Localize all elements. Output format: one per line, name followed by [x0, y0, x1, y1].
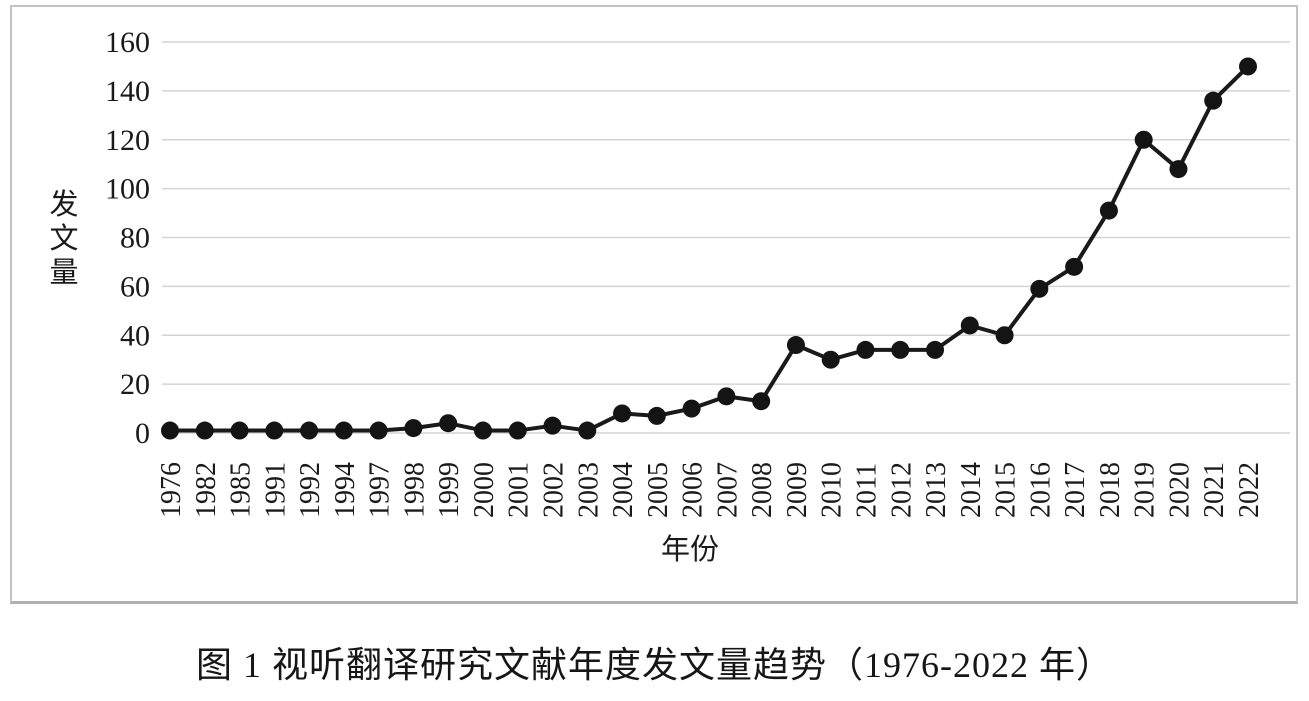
x-tick-label: 2007 — [712, 462, 743, 518]
data-point — [1169, 160, 1188, 179]
data-point — [195, 421, 214, 440]
data-point — [1065, 257, 1084, 276]
data-point — [613, 404, 632, 423]
y-tick-label: 60 — [120, 270, 150, 303]
x-tick-label: 2016 — [1025, 462, 1056, 518]
data-point — [1134, 130, 1153, 149]
y-tick-label: 20 — [120, 368, 150, 401]
data-point — [647, 406, 666, 425]
data-point — [439, 414, 458, 433]
x-tick-label: 2015 — [991, 462, 1022, 518]
x-tick-label: 2014 — [956, 462, 987, 518]
x-tick-label: 2008 — [747, 462, 778, 518]
x-tick-label: 1994 — [330, 462, 361, 518]
x-tick-label: 1999 — [434, 462, 465, 518]
publications-line-chart: 0 20 40 60 80 100 120 140 160 发文量 1976 1982 1985 1991… — [49, 26, 1290, 566]
y-tick-label: 40 — [120, 319, 150, 352]
data-point — [995, 326, 1014, 345]
x-axis-title: 年份 — [661, 533, 719, 566]
data-point — [578, 421, 597, 440]
x-tick-label: 2010 — [817, 462, 848, 518]
data-point — [230, 421, 249, 440]
y-tick-label: 0 — [135, 417, 150, 450]
y-tick-label: 160 — [105, 26, 150, 59]
y-tick-label: 100 — [105, 173, 150, 206]
y-tick-label: 120 — [105, 124, 150, 157]
x-tick-label: 2017 — [1060, 462, 1091, 518]
x-tick-label: 1976 — [156, 462, 187, 518]
data-point — [1204, 91, 1223, 110]
x-tick-label: 1998 — [399, 462, 430, 518]
y-axis-title-char: 文 — [49, 222, 78, 255]
data-point — [1030, 279, 1049, 298]
x-tick-label: 2011 — [851, 463, 882, 518]
data-point — [717, 387, 736, 406]
x-tick-label: 1992 — [295, 462, 326, 518]
x-tick-label: 2019 — [1130, 462, 1161, 518]
data-point — [508, 421, 527, 440]
y-axis-title-char: 发 — [49, 188, 78, 221]
data-point — [334, 421, 353, 440]
data-point — [1239, 57, 1257, 76]
data-point — [473, 421, 492, 440]
data-point — [543, 416, 562, 435]
y-tick-label: 140 — [105, 75, 150, 108]
x-tick-label: 2013 — [921, 462, 952, 518]
chart-frame: 0 20 40 60 80 100 120 140 160 发文量 1976 1982 1985 1991… — [10, 5, 1298, 604]
x-tick-label: 2018 — [1095, 462, 1126, 518]
x-tick-label: 1985 — [226, 462, 257, 518]
x-tick-label: 1991 — [260, 462, 291, 518]
x-tick-label: 2020 — [1164, 462, 1195, 518]
x-tick-label: 2012 — [886, 462, 917, 518]
data-point — [161, 421, 179, 440]
data-point — [821, 350, 840, 369]
x-tick-label: 1982 — [191, 462, 222, 518]
data-point — [926, 340, 945, 359]
data-point — [1099, 201, 1118, 220]
data-point — [682, 399, 701, 418]
x-tick-label: 2001 — [504, 462, 535, 518]
data-point — [786, 336, 805, 355]
x-tick-label: 2021 — [1199, 462, 1230, 518]
data-point — [960, 316, 979, 335]
x-tick-label: 2000 — [469, 462, 500, 518]
x-tick-label: 2005 — [643, 462, 674, 518]
data-point — [369, 421, 388, 440]
x-tick-label: 2004 — [608, 462, 639, 518]
figure-caption: 图 1 视听翻译研究文献年度发文量趋势（1976-2022 年） — [196, 645, 1113, 685]
x-tick-label: 2006 — [678, 462, 709, 518]
y-tick-label: 80 — [120, 222, 150, 255]
x-tick-label: 2009 — [782, 462, 813, 518]
data-point — [404, 419, 423, 438]
data-point — [752, 392, 771, 411]
y-axis-title-char: 量 — [49, 257, 78, 289]
data-point — [300, 421, 319, 440]
x-tick-label: 1997 — [365, 462, 396, 518]
x-tick-label: 2022 — [1234, 462, 1265, 518]
x-tick-label: 2002 — [539, 462, 570, 518]
data-point — [891, 340, 910, 359]
data-point — [856, 340, 875, 359]
data-point — [265, 421, 284, 440]
data-line — [170, 65, 1250, 433]
x-tick-label: 2003 — [573, 462, 604, 518]
